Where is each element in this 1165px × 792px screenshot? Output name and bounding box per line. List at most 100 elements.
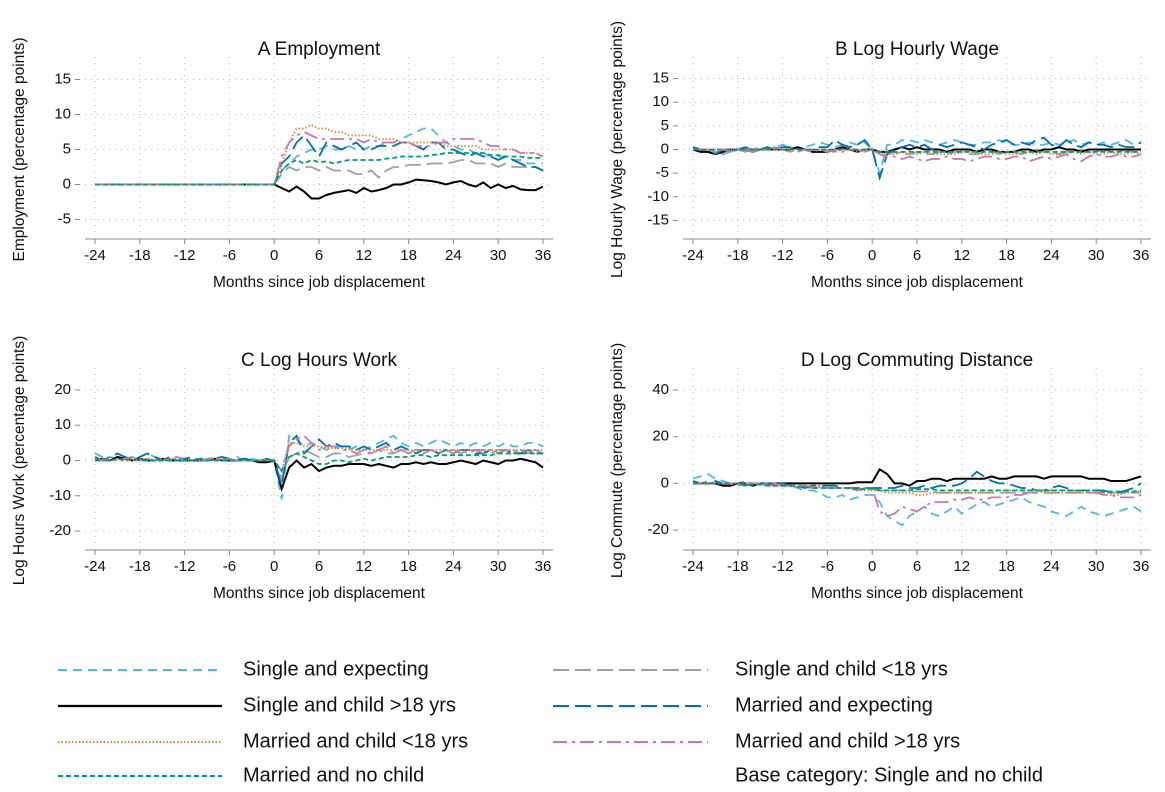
y-axis-label: Log Hourly Wage (percentage points) (609, 21, 626, 278)
y-axis-label: Employment (percentage points) (11, 37, 28, 261)
x-tick-label: 36 (535, 247, 552, 264)
y-tick-label: 15 (54, 70, 71, 87)
y-tick-label: -5 (58, 210, 71, 227)
y-axis-label: Log Hours Work (percentage points) (11, 336, 28, 586)
x-tick-label: -6 (821, 558, 834, 575)
y-tick-label: 10 (54, 416, 71, 433)
x-axis-label: Months since job displacement (811, 274, 1024, 291)
y-tick-label: -10 (49, 487, 71, 504)
x-tick-label: 30 (490, 558, 507, 575)
series-line (693, 480, 1142, 518)
x-tick-label: 6 (315, 247, 323, 264)
panel: C Log Hours Work Log Hours Work (percenta… (11, 336, 553, 602)
y-tick-label: -20 (49, 522, 71, 539)
x-tick-label: 12 (953, 558, 970, 575)
legend-label: Single and child >18 yrs (243, 694, 456, 716)
x-tick-label: 36 (1133, 247, 1150, 264)
y-tick-label: 0 (661, 140, 669, 157)
legend-label: Married and child <18 yrs (243, 730, 468, 752)
y-tick-label: -5 (656, 164, 669, 181)
x-tick-label: 18 (400, 247, 417, 264)
x-tick-label: 30 (490, 247, 507, 264)
series-line (95, 434, 544, 474)
x-axis-label: Months since job displacement (213, 274, 426, 291)
x-tick-label: -12 (772, 558, 794, 575)
x-tick-label: -6 (821, 247, 834, 264)
x-tick-label: 18 (998, 247, 1015, 264)
x-tick-label: -24 (84, 247, 106, 264)
x-tick-label: 24 (1043, 247, 1060, 264)
chart-title: D Log Commuting Distance (801, 350, 1033, 371)
chart-title: A Employment (258, 39, 381, 60)
x-tick-label: 18 (998, 558, 1015, 575)
x-tick-label: 30 (1088, 247, 1105, 264)
chart-title: C Log Hours Work (241, 350, 397, 371)
x-tick-label: 0 (270, 247, 278, 264)
x-tick-label: -18 (129, 247, 151, 264)
x-tick-label: 24 (445, 558, 462, 575)
x-tick-label: 0 (270, 558, 278, 575)
series-line (692, 470, 1142, 494)
series-line (693, 146, 1142, 163)
x-tick-label: -6 (223, 247, 236, 264)
x-tick-label: 12 (355, 247, 372, 264)
x-tick-label: 6 (913, 558, 921, 575)
y-tick-label: -10 (647, 188, 669, 205)
legend-label: Single and child <18 yrs (735, 658, 948, 680)
legend-label: Married and no child (243, 764, 424, 786)
series-line (693, 482, 1142, 493)
x-tick-label: 18 (400, 558, 417, 575)
y-tick-label: 40 (652, 381, 669, 398)
y-tick-label: 20 (54, 381, 71, 398)
x-tick-label: -24 (682, 247, 704, 264)
series-line (95, 152, 543, 186)
series-line (693, 148, 1141, 153)
x-tick-label: 24 (1043, 558, 1060, 575)
x-axis-label: Months since job displacement (811, 585, 1024, 602)
x-tick-label: -6 (223, 558, 236, 575)
x-tick-label: -12 (174, 558, 196, 575)
series-line (95, 441, 543, 474)
x-tick-label: 12 (355, 558, 372, 575)
y-tick-label: -20 (647, 521, 669, 538)
y-axis-label: Log Commute (percentage points) (609, 343, 626, 578)
y-tick-label: 10 (652, 93, 669, 110)
x-tick-label: 0 (868, 247, 876, 264)
y-tick-label: 5 (63, 140, 71, 157)
panel: D Log Commuting Distance Log Commute (per… (609, 343, 1151, 602)
legend-note: Base category: Single and no child (735, 764, 1043, 786)
x-tick-label: 6 (913, 247, 921, 264)
y-tick-label: 0 (63, 175, 71, 192)
x-tick-label: -18 (727, 247, 749, 264)
x-tick-label: 36 (1133, 558, 1150, 575)
x-tick-label: -12 (174, 247, 196, 264)
x-tick-label: -24 (682, 558, 704, 575)
legend-label: Married and expecting (735, 694, 933, 716)
series-line (693, 148, 1142, 156)
x-tick-label: 6 (315, 558, 323, 575)
x-tick-label: -18 (129, 558, 151, 575)
x-axis-label: Months since job displacement (213, 585, 426, 602)
series-line (692, 136, 1142, 182)
x-tick-label: 30 (1088, 558, 1105, 575)
y-tick-label: 0 (63, 451, 71, 468)
x-tick-label: -12 (772, 247, 794, 264)
y-tick-label: 0 (661, 474, 669, 491)
y-tick-label: -15 (647, 211, 669, 228)
x-tick-label: 36 (535, 558, 552, 575)
series-line (95, 452, 543, 473)
x-tick-label: 12 (953, 247, 970, 264)
series-line (94, 448, 544, 481)
x-tick-label: 0 (868, 558, 876, 575)
legend-label: Single and expecting (243, 658, 429, 680)
y-tick-label: 5 (661, 117, 669, 134)
y-tick-label: 20 (652, 428, 669, 445)
x-tick-label: 24 (445, 247, 462, 264)
legend-label: Married and child >18 yrs (735, 730, 960, 752)
chart-title: B Log Hourly Wage (835, 39, 999, 60)
panel: A Employment Employment (percentage point… (11, 37, 553, 291)
y-tick-label: 15 (652, 70, 669, 87)
y-tick-label: 10 (54, 105, 71, 122)
